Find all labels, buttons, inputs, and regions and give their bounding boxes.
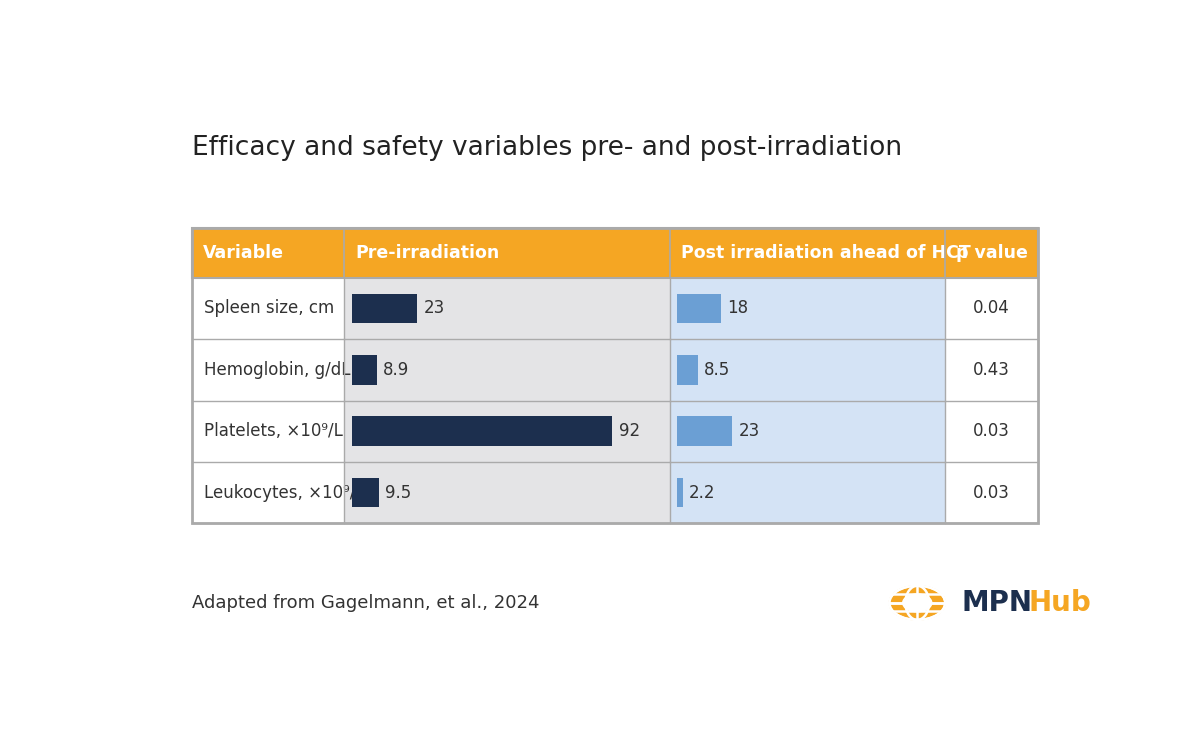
Bar <box>192 228 1038 277</box>
Text: Adapted from Gagelmann, et al., 2024: Adapted from Gagelmann, et al., 2024 <box>192 594 539 612</box>
Text: Platelets, ×10⁹/L: Platelets, ×10⁹/L <box>204 422 343 441</box>
Text: 8.9: 8.9 <box>383 361 409 379</box>
Text: Spleen size, cm: Spleen size, cm <box>204 300 334 317</box>
Text: MPN: MPN <box>962 589 1033 617</box>
Text: 0.03: 0.03 <box>973 422 1010 441</box>
Bar <box>344 277 670 339</box>
Text: 2.2: 2.2 <box>689 483 715 502</box>
Bar <box>670 228 946 277</box>
Text: Leukocytes, ×10⁹/L: Leukocytes, ×10⁹/L <box>204 483 365 502</box>
Bar <box>192 339 344 401</box>
Text: 8.5: 8.5 <box>704 361 731 379</box>
Text: Post irradiation ahead of HCT: Post irradiation ahead of HCT <box>682 244 971 262</box>
Bar <box>192 277 344 339</box>
Bar <box>678 416 732 446</box>
Text: Pre-irradiation: Pre-irradiation <box>355 244 499 262</box>
Bar <box>352 416 612 446</box>
Bar <box>678 355 697 384</box>
Circle shape <box>889 586 946 620</box>
Text: Hemoglobin, g/dL: Hemoglobin, g/dL <box>204 361 350 379</box>
Text: 0.43: 0.43 <box>973 361 1010 379</box>
Text: 18: 18 <box>727 300 748 317</box>
Text: 92: 92 <box>619 422 640 441</box>
Circle shape <box>902 594 931 612</box>
Bar <box>946 339 1038 401</box>
Bar <box>192 228 344 277</box>
Bar <box>344 401 670 462</box>
Bar <box>946 277 1038 339</box>
Text: 0.04: 0.04 <box>973 300 1010 317</box>
Bar <box>670 339 946 401</box>
Bar <box>678 294 720 323</box>
Bar <box>344 228 670 277</box>
Text: Efficacy and safety variables pre- and post-irradiation: Efficacy and safety variables pre- and p… <box>192 135 902 161</box>
Bar <box>946 401 1038 462</box>
Text: 0.03: 0.03 <box>973 483 1010 502</box>
Bar <box>344 339 670 401</box>
Text: Hub: Hub <box>1028 589 1092 617</box>
Bar <box>670 401 946 462</box>
Bar <box>670 462 946 523</box>
Bar <box>192 228 1038 523</box>
Bar <box>678 478 683 507</box>
Bar <box>344 462 670 523</box>
Bar <box>946 228 1038 277</box>
Text: 23: 23 <box>739 422 761 441</box>
Bar <box>192 401 344 462</box>
Bar <box>352 294 416 323</box>
Text: Variable: Variable <box>203 244 284 262</box>
Text: 9.5: 9.5 <box>385 483 412 502</box>
Bar <box>352 478 378 507</box>
Bar <box>192 462 344 523</box>
Text: p value: p value <box>956 244 1028 262</box>
Circle shape <box>889 586 946 620</box>
Bar <box>946 462 1038 523</box>
Bar <box>670 277 946 339</box>
Text: 23: 23 <box>424 300 444 317</box>
Bar <box>352 355 377 384</box>
